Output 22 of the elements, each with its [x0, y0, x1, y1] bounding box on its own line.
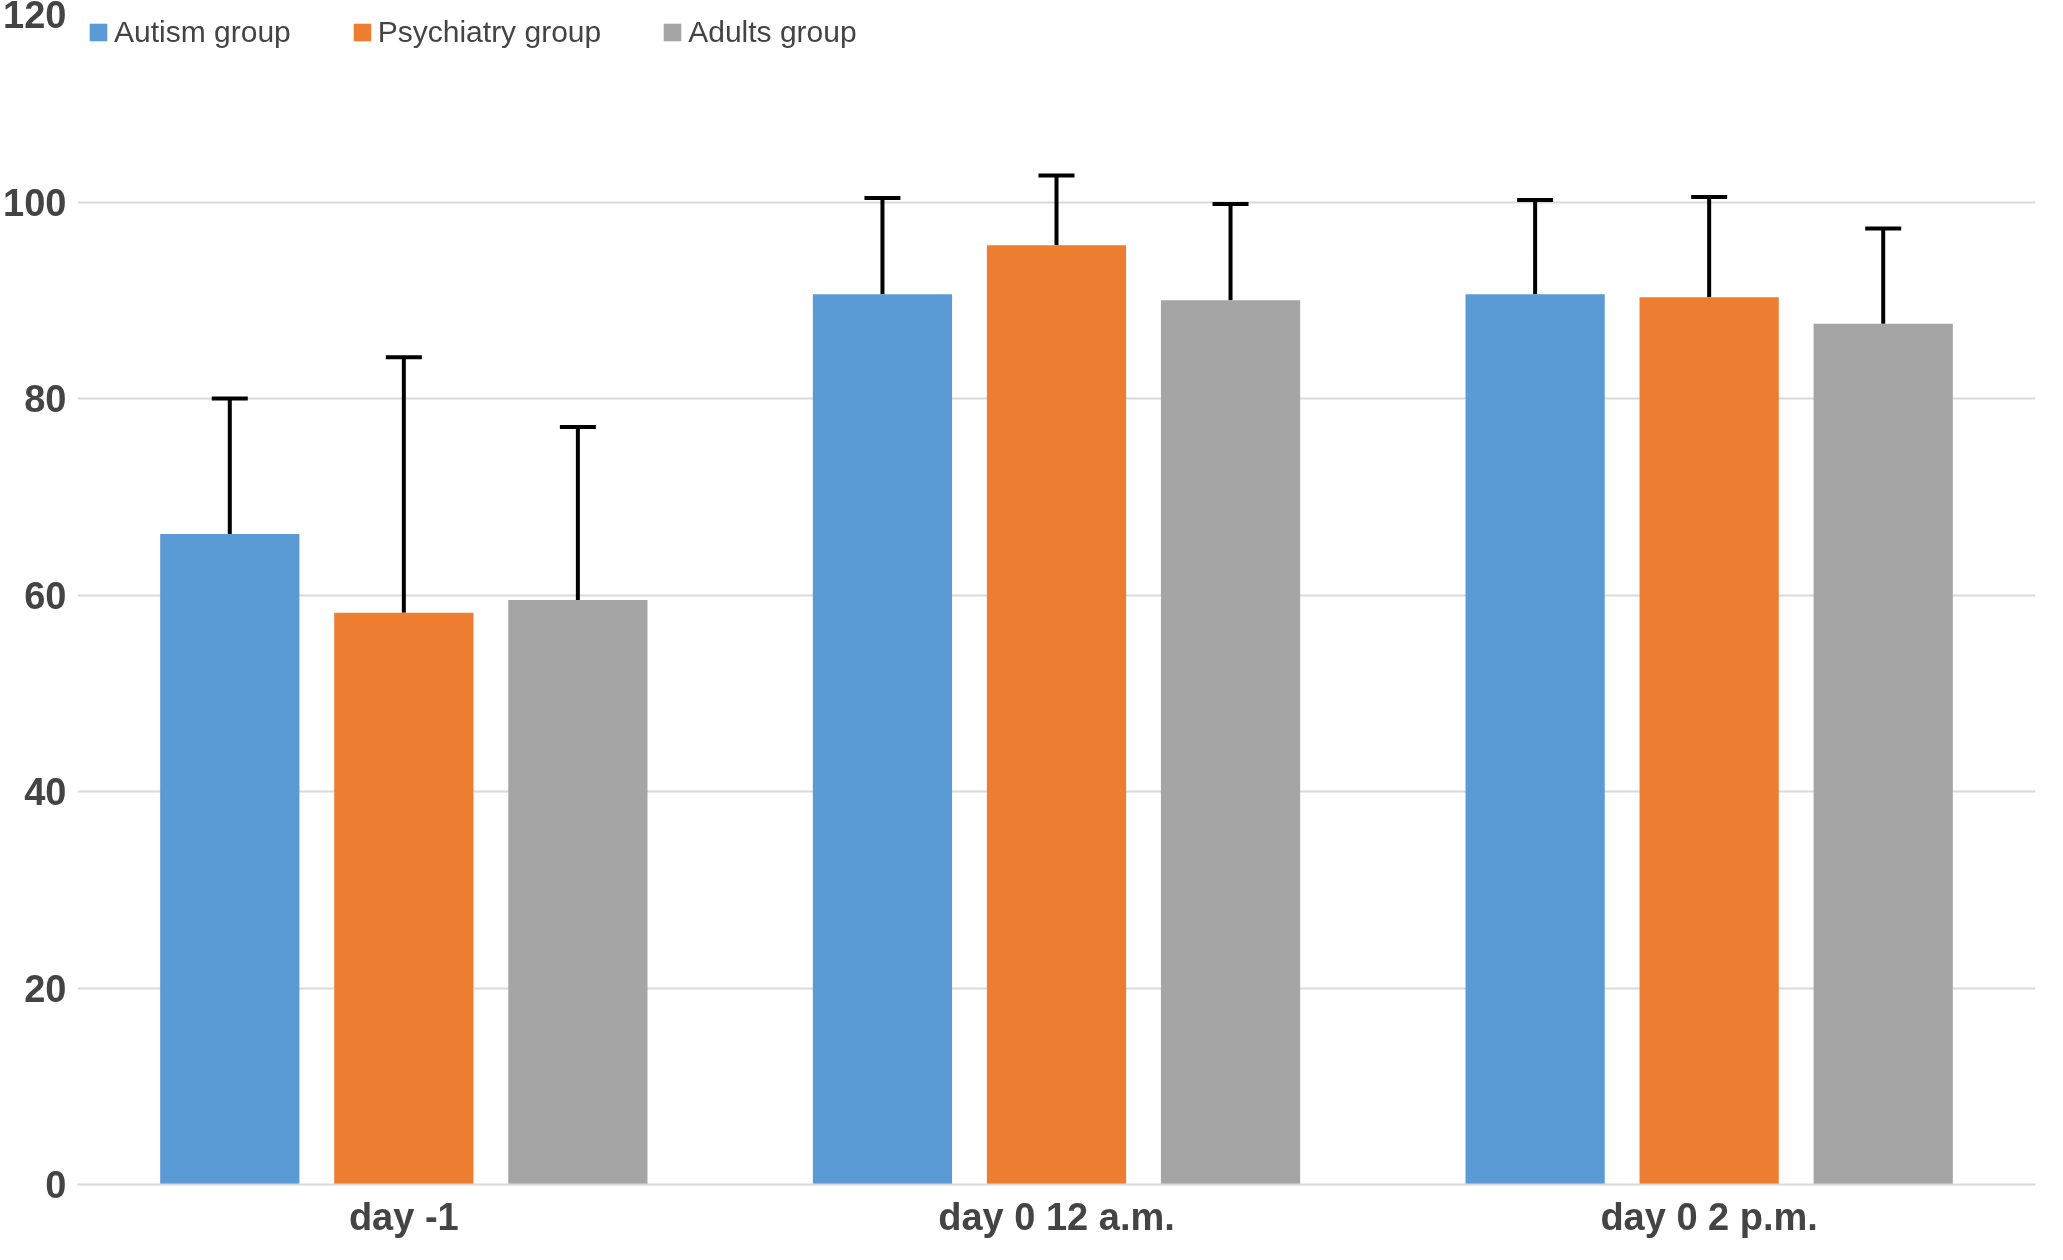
bar: [986, 245, 1127, 1185]
legend-label: Psychiatry group: [377, 15, 602, 49]
bar: [812, 294, 953, 1185]
bar: [508, 599, 648, 1185]
x-tick-label: day 0 2 p.m.: [1600, 1195, 1818, 1238]
y-tick-label: 40: [24, 771, 67, 813]
y-tick-label: 80: [24, 378, 67, 420]
y-tick-label: 120: [3, 0, 67, 36]
y-tick-label: 60: [24, 574, 67, 617]
bar: [1813, 323, 1953, 1185]
bar: [334, 612, 474, 1185]
x-tick-label: day 0 12 a.m.: [938, 1195, 1175, 1238]
bar: [1639, 297, 1779, 1185]
legend-label: Adults group: [688, 15, 857, 49]
x-tick-label: day -1: [348, 1195, 459, 1238]
bar: [160, 534, 300, 1185]
y-tick-label: 100: [3, 181, 67, 224]
bar: [1160, 300, 1301, 1185]
y-tick-label: 0: [45, 1164, 67, 1206]
legend-label: Autism group: [114, 15, 291, 49]
bar: [1465, 294, 1605, 1185]
y-tick-label: 20: [24, 967, 67, 1010]
